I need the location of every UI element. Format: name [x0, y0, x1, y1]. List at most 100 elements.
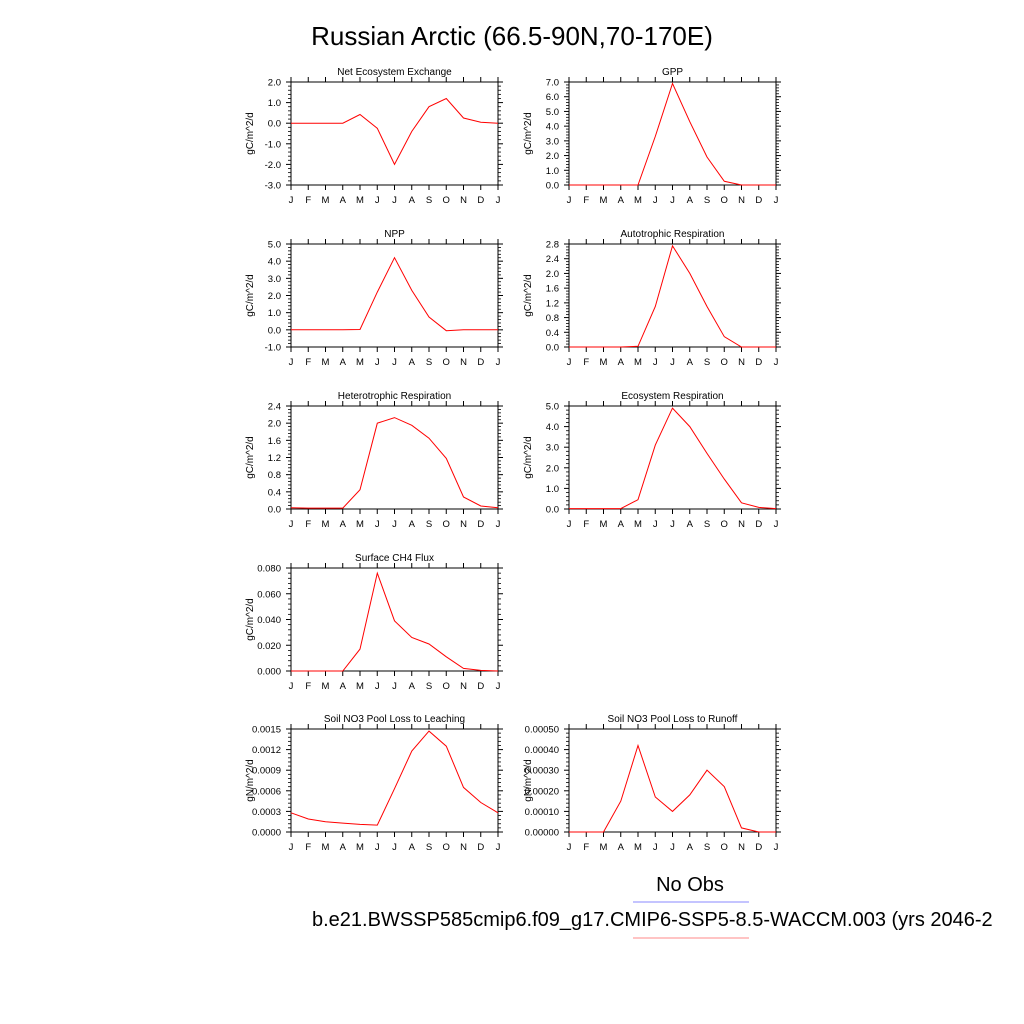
panel-title: NPP — [384, 229, 405, 240]
x-tick-label: J — [392, 195, 397, 206]
x-tick-label: J — [289, 842, 294, 853]
y-tick-label: 0.0009 — [252, 766, 281, 777]
x-tick-label: J — [375, 842, 380, 853]
y-tick-label: 0.4 — [546, 328, 559, 339]
series-line — [290, 417, 499, 509]
series-line — [291, 571, 499, 672]
x-tick-label: J — [774, 357, 779, 368]
y-tick-label: 0.060 — [257, 589, 281, 600]
x-tick-label: J — [375, 357, 380, 368]
x-tick-label: J — [653, 357, 658, 368]
x-tick-label: A — [687, 842, 694, 853]
plot-frame — [290, 81, 499, 186]
x-tick-label: M — [356, 357, 364, 368]
x-tick-label: M — [634, 842, 642, 853]
x-tick-label: O — [721, 195, 728, 206]
series-line — [291, 97, 499, 166]
x-tick-label: J — [653, 842, 658, 853]
x-tick-label: A — [409, 357, 416, 368]
y-tick-label: -1.0 — [265, 139, 281, 150]
panel-npp: NPP-1.00.01.02.03.04.05.0gC/m^2/dJ F M A M J J… — [245, 229, 503, 368]
x-tick-label: M — [356, 195, 364, 206]
obs-legend-label: No Obs — [656, 874, 724, 896]
x-tick-label: O — [443, 357, 450, 368]
y-axis-label: gC/m^2/d — [245, 112, 256, 155]
x-tick-label: J — [670, 519, 675, 530]
x-tick-label: F — [583, 519, 589, 530]
x-tick-label: F — [583, 842, 589, 853]
x-tick-label: D — [477, 842, 484, 853]
y-tick-label: 0.00030 — [525, 766, 559, 777]
x-tick-label: A — [409, 519, 416, 530]
x-tick-label: J — [567, 195, 572, 206]
x-tick-label: A — [409, 195, 416, 206]
x-tick-label: M — [600, 195, 608, 206]
plot-frame — [568, 81, 777, 186]
series-line — [569, 244, 776, 348]
x-tick-label: M — [356, 842, 364, 853]
y-axis-label: gC/m^2/d — [523, 274, 534, 317]
x-tick-label: S — [426, 842, 432, 853]
legend: No Obs b.e21.BWSSP585cmip6.f09_g17.CMIP6… — [312, 874, 993, 939]
y-tick-label: 3.0 — [546, 136, 559, 147]
y-tick-label: 0.000 — [257, 667, 281, 678]
x-tick-label: A — [618, 519, 625, 530]
y-tick-label: 2.0 — [268, 291, 281, 302]
y-tick-label: 2.0 — [546, 269, 559, 280]
panel-autotrophic-respiration: Autotrophic Respiration 0.0 0.4 0.8 1.2 1.6 2.… — [523, 229, 781, 368]
x-tick-label: A — [409, 681, 416, 692]
x-tick-label: J — [774, 519, 779, 530]
x-tick-label: M — [322, 681, 330, 692]
x-tick-label: M — [356, 681, 364, 692]
case-legend-label: b.e21.BWSSP585cmip6.f09_g17.CMIP6-SSP5-8… — [312, 909, 993, 931]
y-tick-label: -1.0 — [265, 343, 281, 354]
x-tick-label: O — [443, 842, 450, 853]
x-tick-label: S — [704, 357, 710, 368]
panel-soil-no3-pool-loss-to-leaching: Soil NO3 Pool Loss to Leaching 0.0000 0.00… — [245, 714, 503, 853]
panel-heterotrophic-respiration: Heterotrophic Respiration 0.0 0.4 0.8 1.2 1.6… — [245, 391, 503, 530]
x-tick-label: J — [392, 357, 397, 368]
x-tick-label: J — [496, 681, 501, 692]
y-tick-label: 2.4 — [268, 402, 281, 413]
x-tick-label: J — [567, 357, 572, 368]
y-tick-label: 0.0000 — [252, 828, 281, 839]
y-tick-label: 0.0 — [268, 325, 281, 336]
y-tick-label: 0.00020 — [525, 786, 559, 797]
x-tick-label: A — [687, 519, 694, 530]
x-tick-label: M — [322, 195, 330, 206]
x-tick-label: J — [670, 842, 675, 853]
x-tick-label: N — [738, 519, 745, 530]
y-tick-label: 3.0 — [268, 274, 281, 285]
x-tick-label: N — [460, 519, 467, 530]
y-tick-label: 6.0 — [546, 92, 559, 103]
x-tick-label: J — [670, 357, 675, 368]
y-tick-label: 0.0 — [546, 505, 559, 516]
x-tick-label: J — [289, 681, 294, 692]
x-tick-label: A — [687, 357, 694, 368]
x-tick-label: J — [774, 195, 779, 206]
panel-title: Soil NO3 Pool Loss to Leaching — [324, 714, 465, 725]
x-tick-label: S — [704, 519, 710, 530]
y-tick-label: 4.0 — [546, 422, 559, 433]
x-tick-label: O — [443, 195, 450, 206]
y-tick-label: 2.0 — [546, 463, 559, 474]
y-axis-label: gC/m^2/d — [523, 436, 534, 479]
x-tick-label: D — [755, 519, 762, 530]
x-tick-label: M — [322, 357, 330, 368]
x-tick-label: N — [738, 195, 745, 206]
x-tick-label: J — [496, 519, 501, 530]
x-tick-label: D — [755, 842, 762, 853]
x-tick-label: A — [618, 842, 625, 853]
y-tick-label: 2.8 — [546, 240, 559, 251]
y-tick-label: 0.0 — [268, 119, 281, 130]
x-tick-label: F — [305, 842, 311, 853]
x-tick-label: J — [567, 519, 572, 530]
x-tick-label: J — [496, 357, 501, 368]
x-tick-label: D — [477, 195, 484, 206]
y-axis-label: gN/m^2/d — [245, 759, 256, 802]
series-line — [569, 407, 777, 510]
series-line — [569, 82, 776, 186]
x-tick-label: S — [426, 519, 432, 530]
